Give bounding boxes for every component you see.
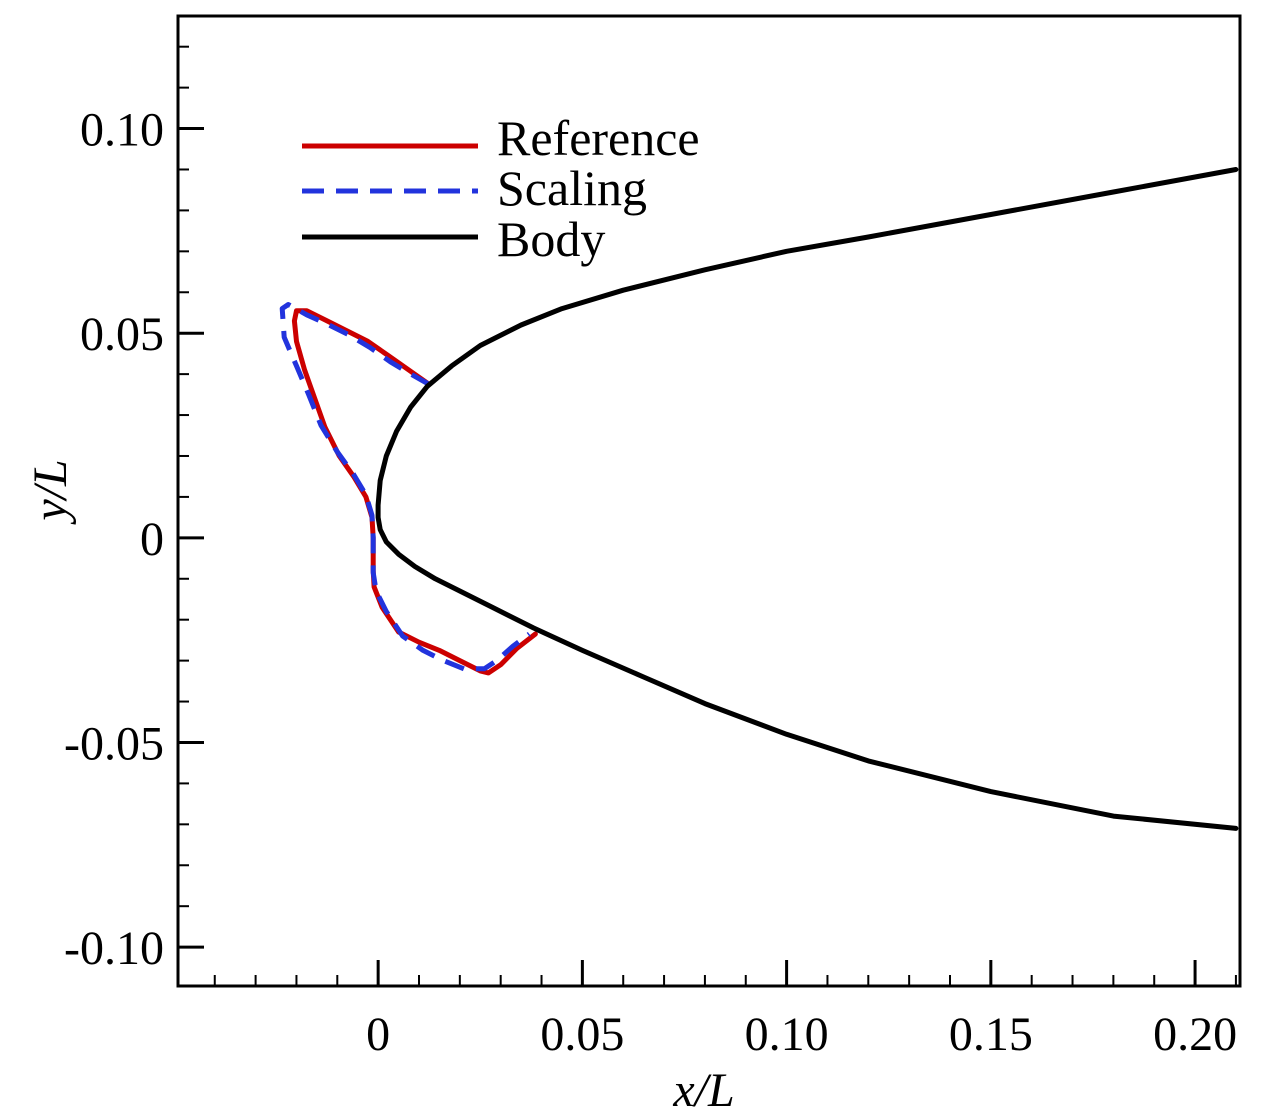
series-line-scaling <box>279 302 531 672</box>
y-tick-label: 0.10 <box>80 104 164 157</box>
legend-label-reference: Reference <box>497 110 700 166</box>
legend: Reference Scaling Body <box>302 110 700 267</box>
series-line-body <box>375 167 1239 831</box>
data-series <box>279 167 1239 831</box>
plot-frame <box>176 14 1242 988</box>
x-tick-label: 0.20 <box>1153 1008 1237 1061</box>
x-tick-label: 0.05 <box>540 1008 624 1061</box>
legend-label-body: Body <box>497 211 605 267</box>
y-tick-label: -0.05 <box>64 717 164 770</box>
legend-label-scaling: Scaling <box>497 160 647 216</box>
y-tick-label: -0.10 <box>64 922 164 975</box>
y-tick-label: 0.05 <box>80 308 164 361</box>
x-tick-label: 0.10 <box>745 1008 829 1061</box>
axis-ticks <box>178 45 1237 986</box>
y-axis-title: y/L <box>24 459 77 525</box>
x-tick-label: 0.15 <box>949 1008 1033 1061</box>
series-line-reference <box>291 308 538 676</box>
tick-labels: 0 0.05 0.10 0.15 0.20 0.10 0.05 0 -0.05 -0.10 <box>64 104 1237 1061</box>
x-axis-title: x/L <box>672 1064 734 1114</box>
y-tick-label: 0 <box>140 513 164 566</box>
x-tick-label: 0 <box>366 1008 390 1061</box>
